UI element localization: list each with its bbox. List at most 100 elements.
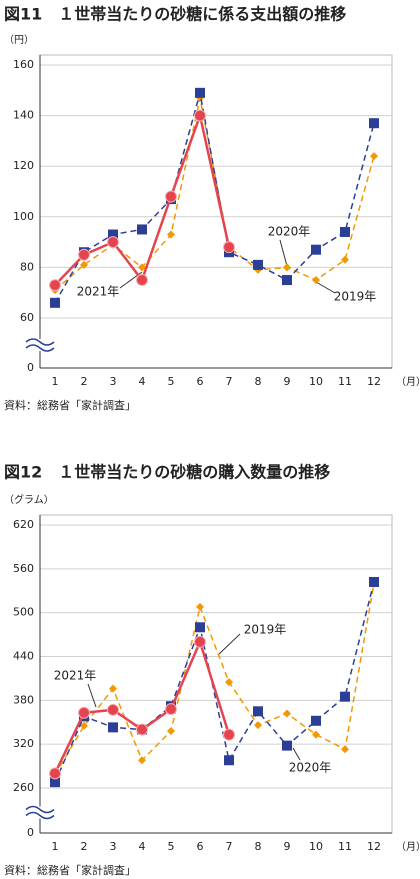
annotation: 2019年 — [334, 290, 377, 304]
axis-break-gap — [26, 339, 54, 351]
marker — [223, 728, 235, 741]
annotation: 2021年 — [54, 669, 97, 683]
annotation: 2020年 — [268, 225, 311, 239]
x-tick-label: 9 — [284, 840, 291, 853]
marker — [138, 263, 146, 272]
marker — [167, 727, 175, 736]
marker — [78, 706, 90, 719]
x-tick-label: 12 — [367, 375, 381, 388]
marker — [80, 721, 88, 730]
marker — [311, 244, 321, 255]
marker — [340, 691, 350, 702]
y-tick-label: 320 — [13, 737, 34, 750]
y-tick-label: 60 — [20, 311, 34, 324]
marker — [49, 767, 61, 780]
x-tick-label: 1 — [52, 840, 59, 853]
chart-title: 図12 １世帯当たりの砂糖の購入数量の推移 — [4, 463, 330, 482]
marker — [109, 684, 117, 693]
series-line — [54, 97, 375, 291]
axis-break — [25, 344, 55, 352]
x-tick-label: 8 — [255, 375, 262, 388]
marker — [108, 229, 118, 240]
marker — [253, 259, 263, 270]
marker — [165, 703, 177, 716]
y-tick-label: 80 — [20, 260, 34, 273]
y-tick-label: 100 — [13, 210, 34, 223]
x-tick-label: 2 — [81, 840, 88, 853]
y-tick-label: 500 — [13, 606, 34, 619]
y-tick-label: 620 — [13, 518, 34, 531]
marker — [108, 722, 118, 733]
marker — [254, 721, 262, 730]
y-tick-label: 0 — [27, 361, 34, 374]
y-tick-label: 560 — [13, 562, 34, 575]
x-unit: （月） — [396, 841, 420, 853]
marker — [312, 276, 320, 285]
x-tick-label: 11 — [338, 840, 352, 853]
annotation-pointer — [292, 747, 301, 761]
marker — [194, 635, 206, 648]
marker — [107, 236, 119, 249]
series-line — [54, 583, 375, 776]
axis-break — [25, 338, 55, 346]
x-tick-label: 11 — [338, 375, 352, 388]
series-line — [54, 581, 375, 783]
marker — [341, 255, 349, 264]
marker — [195, 622, 205, 633]
marker — [165, 190, 177, 203]
annotation-pointer — [315, 281, 336, 294]
x-tick-label: 5 — [168, 840, 175, 853]
x-tick-label: 8 — [255, 840, 262, 853]
y-tick-label: 0 — [27, 826, 34, 839]
x-tick-label: 5 — [168, 375, 175, 388]
marker — [194, 109, 206, 122]
marker — [136, 723, 148, 736]
source: 資料：総務省「家計調査」 — [4, 398, 136, 412]
source: 資料：総務省「家計調査」 — [4, 863, 136, 877]
marker — [283, 263, 291, 272]
marker — [224, 755, 234, 766]
marker — [225, 678, 233, 687]
annotation: 2020年 — [289, 761, 332, 775]
marker — [311, 715, 321, 726]
series-line — [54, 92, 375, 304]
marker — [340, 226, 350, 237]
x-tick-label: 4 — [139, 375, 146, 388]
marker — [196, 602, 204, 611]
y-tick-label: 260 — [13, 781, 34, 794]
marker — [283, 709, 291, 718]
annotation: 2019年 — [244, 623, 287, 637]
marker — [253, 706, 263, 717]
x-tick-label: 7 — [226, 375, 233, 388]
y-unit: （円） — [4, 34, 34, 46]
marker — [138, 756, 146, 765]
marker — [341, 745, 349, 754]
marker — [369, 118, 379, 129]
y-tick-label: 140 — [13, 109, 34, 122]
x-tick-label: 9 — [284, 375, 291, 388]
plot-frame — [39, 54, 393, 369]
x-tick-label: 1 — [52, 375, 59, 388]
marker — [136, 274, 148, 287]
x-tick-label: 2 — [81, 375, 88, 388]
x-tick-label: 3 — [110, 375, 117, 388]
marker — [50, 777, 60, 788]
y-tick-label: 160 — [13, 58, 34, 71]
y-tick-label: 120 — [13, 159, 34, 172]
axis-break — [25, 805, 55, 814]
annotation-pointer — [87, 683, 97, 708]
marker — [312, 730, 320, 739]
marker — [49, 279, 61, 292]
marker — [282, 275, 292, 286]
x-tick-label: 3 — [110, 840, 117, 853]
y-tick-label: 380 — [13, 693, 34, 706]
marker — [80, 260, 88, 269]
x-tick-label: 10 — [309, 375, 323, 388]
axis-break — [25, 811, 55, 820]
x-tick-label: 6 — [197, 840, 204, 853]
marker — [369, 576, 379, 587]
chart-title: 図11 １世帯当たりの砂糖に係る支出額の推移 — [4, 5, 346, 24]
x-tick-label: 7 — [226, 840, 233, 853]
